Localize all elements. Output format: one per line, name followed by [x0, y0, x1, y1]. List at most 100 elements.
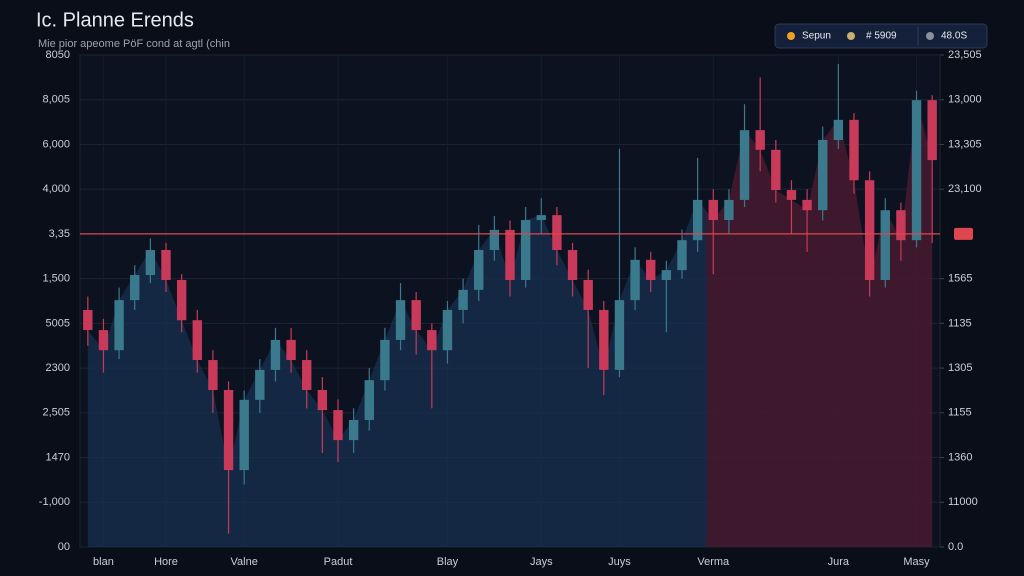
y-tick-label: 1470 [46, 451, 70, 463]
badge-box [774, 23, 988, 49]
y-tick-label: 8,005 [42, 94, 70, 106]
candle-body [161, 250, 171, 280]
candle-body [411, 300, 421, 331]
candle-body [880, 210, 890, 280]
candle-body [380, 339, 390, 381]
candle-body [302, 360, 312, 391]
badge-icon [847, 32, 855, 40]
y2-tick-label: 1305 [948, 362, 972, 374]
candle-body [849, 119, 859, 181]
y2-tick-label: 13,000 [948, 94, 982, 106]
chart-title: Ic. Planne Erends [36, 9, 194, 31]
y-tick-label: 4,000 [42, 183, 70, 195]
candle-body [83, 309, 93, 331]
y-tick-label: 8050 [46, 49, 70, 61]
candle-body [255, 369, 265, 400]
x-tick-label: Jura [828, 556, 850, 568]
y-tick-label: 00 [58, 541, 70, 553]
y-tick-label: 2300 [46, 362, 70, 374]
candle-body [98, 330, 109, 351]
x-tick-label: Juys [608, 556, 631, 568]
candle-body [395, 300, 406, 340]
candle-body [176, 279, 187, 321]
candle-body [818, 139, 828, 211]
candle-body [489, 229, 500, 251]
candle-body [317, 390, 328, 411]
candle-body [724, 199, 734, 221]
candle-body [646, 259, 656, 280]
y-tick-label: 1,500 [42, 273, 70, 285]
badge-icon [926, 32, 934, 40]
candle-body [130, 275, 140, 301]
y-tick-label: 5005 [46, 317, 70, 329]
y2-tick-label: 1565 [948, 273, 972, 285]
candle-body [223, 390, 234, 471]
candle-body [911, 100, 922, 241]
candle-body [505, 229, 515, 280]
y2-tick-label: 11000 [948, 496, 978, 508]
y2-tick-label: 23,505 [948, 49, 982, 61]
x-tick-label: Jays [530, 556, 553, 568]
y-tick-label: 2,505 [42, 407, 70, 419]
candle-body [114, 300, 124, 351]
candle-body [755, 130, 765, 150]
candle-body [145, 250, 156, 276]
x-tick-label: blan [93, 556, 114, 568]
badge-icon [787, 32, 795, 40]
reference-tag [954, 227, 973, 240]
badge-text: 48.0S [941, 31, 967, 42]
candle-body [348, 419, 359, 441]
y-tick-label: -1,000 [39, 496, 70, 508]
badge-text: Sepun [802, 31, 831, 42]
x-tick-label: Hore [154, 556, 178, 568]
candle-body [802, 199, 812, 211]
candle-body [520, 220, 531, 280]
y2-tick-label: 1360 [948, 451, 972, 463]
x-tick-label: Padut [324, 556, 353, 568]
candle-body [786, 190, 797, 200]
y2-tick-label: 13,305 [948, 138, 982, 150]
x-tick-label: Masy [903, 556, 930, 568]
chart-subtitle: Mie pior apeome PöF cond at agtl (chin [38, 38, 230, 50]
y-tick-label: 6,000 [42, 138, 70, 150]
candle-body [192, 320, 202, 361]
candle-body [692, 199, 703, 241]
y-tick-label: 3,35 [49, 228, 70, 240]
y2-tick-label: 0.0 [948, 541, 963, 553]
candle-body [474, 250, 484, 290]
candle-body [927, 100, 937, 161]
y2-tick-label: 1135 [948, 317, 972, 329]
candle-body [583, 279, 593, 310]
candle-body [567, 250, 578, 280]
candle-body [708, 199, 718, 221]
candle-body [458, 289, 468, 310]
candle-body [239, 399, 249, 471]
y2-tick-label: 1155 [948, 407, 972, 419]
candle-body [630, 259, 640, 301]
x-tick-label: Verma [697, 556, 730, 568]
candle-body [333, 410, 343, 441]
candle-body [536, 215, 546, 221]
candle-body [552, 215, 562, 251]
candle-body [677, 240, 687, 271]
candle-body [599, 309, 609, 370]
badge-text: # 5909 [866, 31, 897, 42]
price-area [87, 100, 933, 547]
candle-body [739, 130, 750, 200]
y2-tick-label: 23,100 [948, 183, 982, 195]
x-tick-label: Valne [231, 556, 258, 568]
candle-body [270, 339, 281, 370]
badge-bar: Sepun # 5909 48.0S [774, 23, 988, 49]
candle-body [833, 119, 844, 140]
candle-body [771, 149, 781, 191]
x-tick-label: Blay [437, 556, 459, 568]
candle-body [864, 180, 875, 280]
candle-body [661, 270, 672, 280]
candle-body [364, 380, 374, 420]
candle-body [614, 300, 625, 370]
candle-body [286, 339, 296, 361]
candle-body [208, 360, 218, 391]
candle-body [896, 210, 906, 241]
